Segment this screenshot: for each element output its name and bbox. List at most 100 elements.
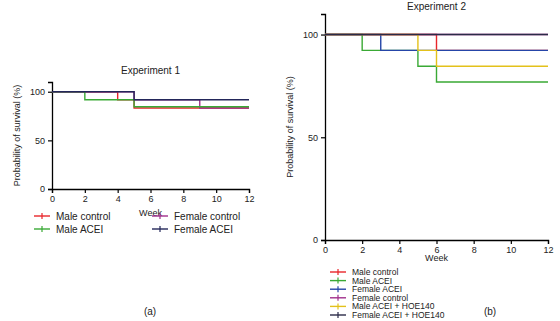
legend-swatch-tick — [337, 286, 338, 292]
x-tick: 2 — [83, 189, 88, 204]
legend-label: Female control — [174, 211, 240, 222]
y-tick-mark — [321, 240, 325, 241]
y-tick: 0 — [313, 235, 325, 245]
legend-item: Male control — [34, 211, 110, 222]
y-tick-label: 0 — [40, 184, 45, 194]
x-tick-label: 8 — [181, 194, 186, 204]
y-tick: 50 — [308, 133, 325, 143]
panel: Experiment 1024681012050100WeekProbabili… — [12, 65, 255, 317]
survival-line — [325, 35, 548, 82]
panel-label: (b) — [484, 306, 496, 317]
y-axis-title: Probability of survival (%) — [285, 76, 295, 178]
chart-title: Experiment 1 — [121, 65, 180, 76]
x-tick: 8 — [472, 240, 477, 255]
y-tick-mark — [48, 92, 52, 93]
x-tick: 8 — [181, 189, 186, 204]
legend-item: Male ACEI — [34, 224, 103, 235]
x-tick-label: 10 — [506, 245, 516, 255]
chart-title: Experiment 2 — [407, 1, 466, 12]
x-tick-mark — [548, 240, 549, 244]
legend-label: Female ACEI — [174, 224, 233, 235]
x-tick-mark — [85, 189, 86, 193]
survival-line — [325, 35, 548, 51]
y-axis-line — [48, 83, 53, 190]
x-tick-label: 2 — [360, 245, 365, 255]
x-tick-mark — [249, 189, 250, 193]
x-tick-mark — [183, 189, 184, 193]
legend-label: Female ACEI + HOE140 — [352, 310, 445, 320]
legend-swatch-tick — [41, 213, 42, 219]
y-tick: 100 — [303, 30, 325, 40]
x-tick: 12 — [543, 240, 553, 255]
survival-line — [52, 92, 249, 108]
x-tick: 4 — [116, 189, 121, 204]
x-tick-mark — [362, 240, 363, 244]
survival-line — [325, 34, 548, 35]
x-tick: 0 — [323, 240, 328, 255]
x-tick-label: 8 — [472, 245, 477, 255]
y-tick-mark — [48, 189, 52, 190]
x-tick-label: 10 — [212, 194, 222, 204]
survival-line — [52, 92, 249, 108]
x-tick: 10 — [506, 240, 516, 255]
x-tick: 6 — [148, 189, 153, 204]
survival-line — [52, 92, 249, 100]
x-tick-label: 4 — [397, 245, 402, 255]
x-tick: 4 — [397, 240, 402, 255]
x-tick-label: 0 — [323, 245, 328, 255]
x-tick-label: 12 — [543, 245, 553, 255]
legend-label: Male control — [56, 211, 110, 222]
y-tick-label: 50 — [308, 133, 318, 143]
y-tick-mark — [321, 34, 325, 35]
x-tick-mark — [474, 240, 475, 244]
y-tick: 0 — [40, 184, 52, 194]
legend-swatch-tick — [337, 295, 338, 301]
legend-item: Female ACEI — [152, 224, 233, 235]
survival-line — [325, 35, 548, 67]
x-tick-mark — [118, 189, 119, 193]
survival-line — [325, 34, 548, 35]
legend-swatch-tick — [337, 278, 338, 284]
x-tick-label: 2 — [83, 194, 88, 204]
y-tick-label: 100 — [303, 30, 318, 40]
x-tick-mark — [399, 240, 400, 244]
y-axis: 0 50 100 — [30, 83, 53, 195]
legend-item: Female control — [152, 211, 240, 222]
x-tick-mark — [436, 240, 437, 244]
legend-swatch-tick — [337, 312, 338, 318]
x-tick-label: 12 — [244, 194, 254, 204]
plot-area — [325, 35, 548, 82]
x-tick-label: 6 — [148, 194, 153, 204]
panel: Experiment 2024681012050100WeekProbabili… — [285, 1, 554, 320]
x-tick-mark — [216, 189, 217, 193]
plot-area — [52, 92, 249, 108]
x-tick-mark — [150, 189, 151, 193]
legend-swatch-tick — [337, 303, 338, 309]
legend-item: Female ACEI + HOE140 — [330, 310, 445, 320]
x-tick-label: 4 — [116, 194, 121, 204]
y-axis: 0 50 100 — [303, 15, 326, 246]
x-axis-line — [53, 190, 250, 194]
survival-line — [52, 92, 249, 107]
x-tick-mark — [511, 240, 512, 244]
y-axis-line — [321, 15, 326, 241]
legend-swatch-tick — [159, 213, 160, 219]
y-tick-mark — [48, 140, 52, 141]
y-tick: 50 — [35, 136, 52, 146]
legend: Male controlMale ACEIFemale ACEIFemale c… — [330, 267, 445, 320]
legend: Male control Female control Male ACEI Femal… — [34, 211, 240, 235]
x-tick: 0 — [50, 189, 55, 204]
legend-swatch-tick — [41, 226, 42, 232]
panel-label: (a) — [144, 306, 156, 317]
x-tick: 2 — [360, 240, 365, 255]
y-tick: 100 — [30, 87, 52, 97]
survival-line — [325, 35, 548, 51]
y-axis-title: Probability of survival (%) — [12, 85, 22, 187]
y-tick-label: 0 — [313, 235, 318, 245]
x-axis-title: Week — [425, 253, 448, 263]
x-tick-label: 0 — [50, 194, 55, 204]
y-tick-label: 50 — [35, 136, 45, 146]
y-tick-mark — [321, 137, 325, 138]
figure: Experiment 1024681012050100WeekProbabili… — [0, 0, 560, 321]
x-tick: 12 — [244, 189, 254, 204]
